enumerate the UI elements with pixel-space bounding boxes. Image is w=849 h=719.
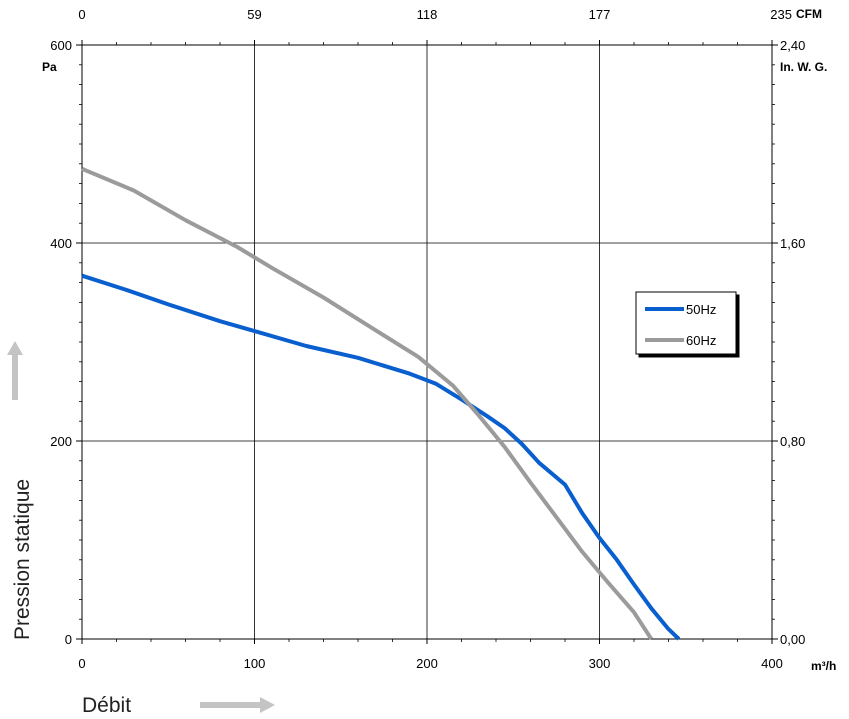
bottom-axis-tick-labels: 0 100 200 300 400 [78,656,782,671]
bottom-tick-label: 0 [78,656,85,671]
legend-box [635,291,737,355]
bottom-unit-label: m³/h [811,659,836,673]
bottom-tick-label: 100 [244,656,266,671]
legend: 50Hz 60Hz [635,291,737,355]
left-tick-label: 600 [50,38,72,53]
series-line-50hz [81,273,681,641]
right-tick-label: 2,40 [780,38,805,53]
top-axis-tick-labels: 0 59 118 177 235 [78,7,792,22]
left-tick-label: 0 [65,632,72,647]
up-arrow-icon [7,341,23,400]
right-tick-label: 0,00 [780,632,805,647]
top-tick-label: 118 [417,7,438,22]
left-tick-label: 200 [50,434,72,449]
top-tick-label: 235 [770,7,792,22]
series-line-60hz [81,166,653,641]
left-tick-label: 400 [50,236,72,251]
bottom-tick-label: 400 [761,656,783,671]
left-axis-tick-labels: 0 200 400 600 [50,38,72,647]
right-tick-label: 0,80 [780,434,805,449]
right-unit-label: In. W. G. [780,60,827,74]
top-tick-label: 0 [78,7,85,22]
tick-marks [76,40,778,644]
series-lines [81,166,681,641]
bottom-tick-label: 300 [589,656,611,671]
right-axis-tick-labels: 0,00 0,80 1,60 2,40 [780,38,805,647]
top-tick-label: 177 [589,7,611,22]
bottom-tick-label: 200 [416,656,438,671]
left-unit-label: Pa [42,60,57,74]
right-arrow-icon [200,697,275,713]
x-axis-title: Débit [82,694,131,717]
legend-label-50hz: 50Hz [686,302,716,317]
legend-label-60hz: 60Hz [686,333,716,348]
top-unit-label: CFM [796,7,822,21]
y-axis-title: Pression statique [11,479,34,640]
top-tick-label: 59 [247,7,261,22]
right-tick-label: 1,60 [780,236,805,251]
grid-lines [82,45,772,639]
